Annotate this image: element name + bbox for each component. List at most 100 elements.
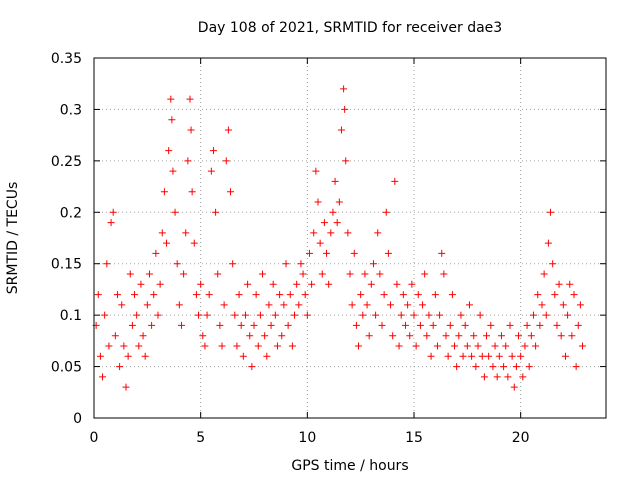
data-point <box>237 321 245 329</box>
data-point <box>459 352 467 360</box>
data-point <box>561 352 569 360</box>
data-point <box>105 342 113 350</box>
data-point <box>414 291 422 299</box>
data-point <box>570 291 578 299</box>
data-point <box>96 352 104 360</box>
data-point <box>510 383 518 391</box>
data-point <box>305 249 313 257</box>
data-point <box>399 291 407 299</box>
data-point <box>431 291 439 299</box>
data-point <box>555 280 563 288</box>
data-point <box>94 291 102 299</box>
data-point <box>180 270 188 278</box>
data-point <box>284 321 292 329</box>
data-point <box>557 332 565 340</box>
plot-frame <box>93 57 607 419</box>
data-point <box>525 363 533 371</box>
x-tick-label: 20 <box>512 430 530 446</box>
data-point <box>574 321 582 329</box>
data-point <box>187 126 195 134</box>
data-point <box>323 249 331 257</box>
data-point <box>259 270 267 278</box>
data-point <box>135 342 143 350</box>
data-point <box>457 311 465 319</box>
data-point <box>438 249 446 257</box>
data-point <box>128 321 136 329</box>
data-point <box>534 291 542 299</box>
data-point <box>295 301 303 309</box>
data-point <box>491 342 499 350</box>
data-point <box>263 352 271 360</box>
data-point <box>109 208 117 216</box>
data-point <box>341 105 349 113</box>
data-point <box>416 321 424 329</box>
data-point <box>152 249 160 257</box>
data-point <box>512 363 520 371</box>
data-point <box>224 126 232 134</box>
data-point <box>465 301 473 309</box>
data-point <box>103 260 111 268</box>
data-point <box>145 270 153 278</box>
data-point <box>186 95 194 103</box>
data-point <box>318 270 326 278</box>
data-point <box>436 311 444 319</box>
data-point <box>252 291 260 299</box>
data-point <box>207 167 215 175</box>
data-point <box>468 352 476 360</box>
data-point <box>553 321 561 329</box>
data-point <box>267 321 275 329</box>
data-point <box>485 352 493 360</box>
data-point <box>382 208 390 216</box>
data-point <box>233 342 241 350</box>
data-point <box>133 311 141 319</box>
data-point <box>576 301 584 309</box>
data-point <box>497 332 505 340</box>
data-point <box>389 332 397 340</box>
data-point <box>355 342 363 350</box>
data-point <box>167 95 175 103</box>
data-point <box>195 311 203 319</box>
data-point <box>333 219 341 227</box>
data-point <box>175 301 183 309</box>
y-tick-label: 0.3 <box>60 102 82 118</box>
data-point <box>523 321 531 329</box>
y-tick-label: 0.05 <box>51 360 82 376</box>
data-point <box>124 352 132 360</box>
data-point <box>551 291 559 299</box>
data-point <box>363 301 371 309</box>
data-point <box>278 332 286 340</box>
data-point <box>246 332 254 340</box>
data-point <box>139 332 147 340</box>
data-point <box>192 291 200 299</box>
data-point <box>227 188 235 196</box>
data-point <box>346 270 354 278</box>
data-point <box>120 342 128 350</box>
data-point <box>425 311 433 319</box>
data-point <box>500 363 508 371</box>
data-point <box>239 352 247 360</box>
data-point <box>199 332 207 340</box>
data-point <box>568 332 576 340</box>
data-point <box>250 321 258 329</box>
data-point <box>508 352 516 360</box>
data-point <box>483 332 491 340</box>
data-point <box>387 301 395 309</box>
data-point <box>212 208 220 216</box>
data-point <box>357 291 365 299</box>
data-point <box>271 311 279 319</box>
data-point <box>470 332 478 340</box>
x-tick-label: 10 <box>298 430 316 446</box>
data-point <box>156 280 164 288</box>
data-point <box>448 291 456 299</box>
data-point <box>293 280 301 288</box>
data-point <box>209 147 217 155</box>
data-point <box>406 332 414 340</box>
data-point <box>352 321 360 329</box>
chart-title: Day 108 of 2021, SRMTID for receiver dae… <box>198 20 502 36</box>
data-point <box>419 301 427 309</box>
data-point <box>446 321 454 329</box>
data-point <box>118 301 126 309</box>
data-point <box>342 157 350 165</box>
data-point <box>376 270 384 278</box>
data-point <box>291 311 299 319</box>
